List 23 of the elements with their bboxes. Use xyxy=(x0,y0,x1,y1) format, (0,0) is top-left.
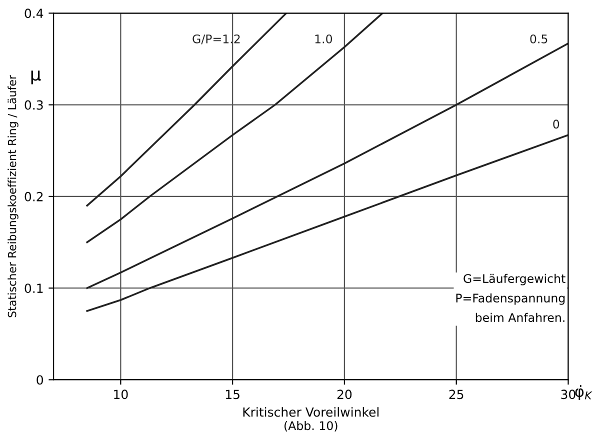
x-tick-label: 30 xyxy=(561,390,576,400)
line-series xyxy=(86,134,568,312)
x-axis-title: Kritischer Voreilwinkel xyxy=(243,407,379,417)
y-tick-label: 0.4 xyxy=(24,8,44,18)
y-tick-label: 0.2 xyxy=(24,192,43,202)
series-label: 0 xyxy=(553,120,560,129)
y-tick-label: 0 xyxy=(36,375,43,385)
x-tick-label: 20 xyxy=(337,390,352,400)
x-tick-label: 10 xyxy=(114,390,128,400)
x-tick-label: 25 xyxy=(449,390,464,400)
line-series xyxy=(86,13,384,244)
series-label: 1.0 xyxy=(315,34,332,44)
line-series xyxy=(86,42,568,289)
line-series xyxy=(86,13,288,207)
y-tick-label: 0.3 xyxy=(24,100,43,110)
series-label: 0.5 xyxy=(530,34,548,44)
x-tick-label: 15 xyxy=(226,390,240,400)
y-tick-label: 0.1 xyxy=(24,284,43,294)
text: μ xyxy=(31,70,41,84)
y-axis-title: Statischer Reibungskoeffizient Ring / Läufer xyxy=(8,74,18,318)
annotation: G=Läufergewicht P=Fadenspannung beim Anfahren. xyxy=(456,274,566,322)
text: φ̇$_{K}$ xyxy=(575,385,592,400)
text: (Abb. 10) xyxy=(284,420,338,432)
